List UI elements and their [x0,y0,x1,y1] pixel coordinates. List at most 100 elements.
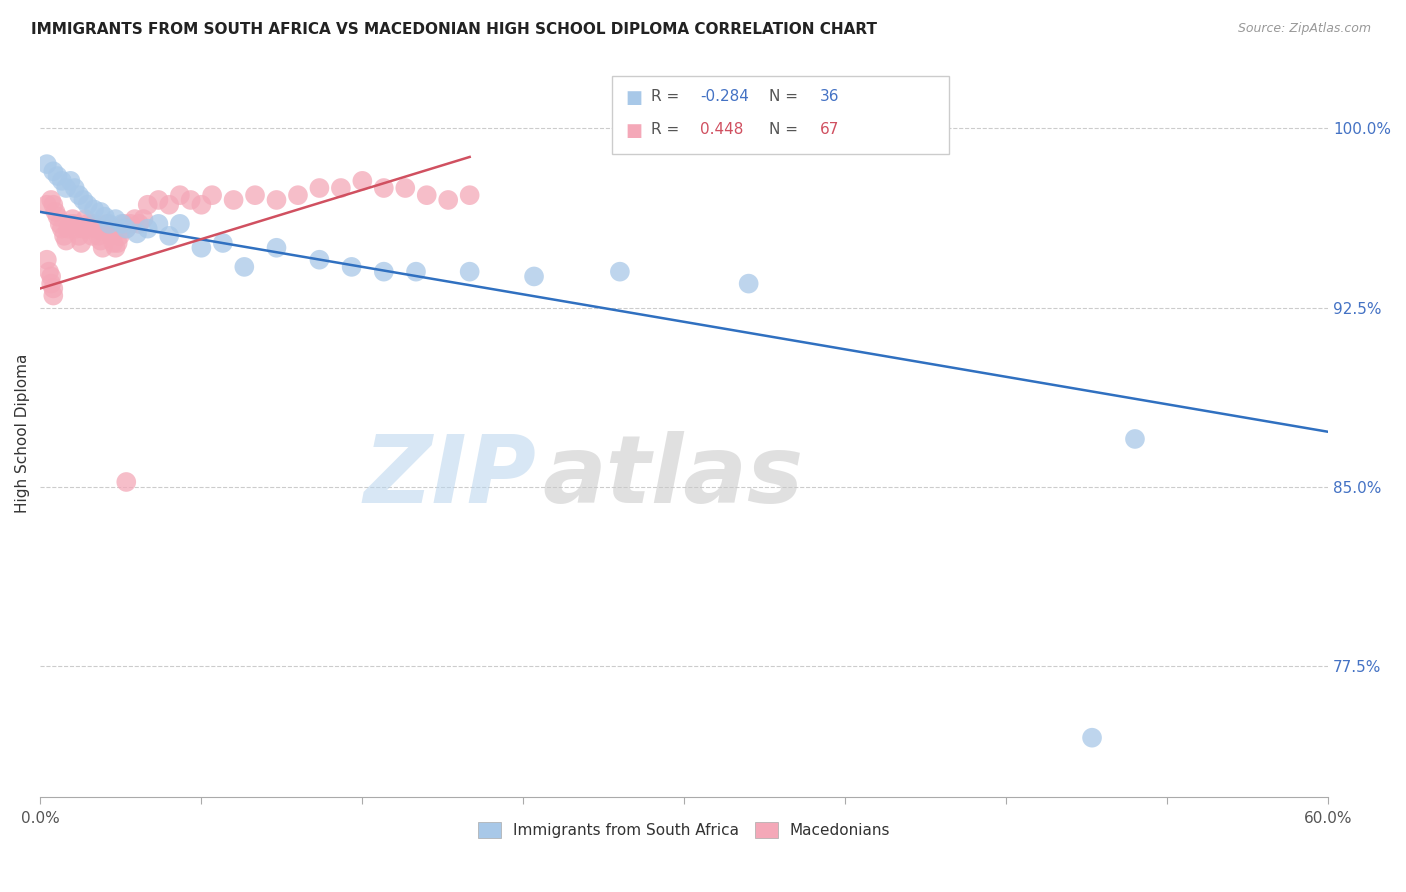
Point [103,235,125,250]
Point [63,217,86,231]
Text: N =: N = [769,89,803,104]
Point [190,241,212,255]
Point [42,288,65,302]
Point [523,269,546,284]
Point [98,217,121,231]
Point [55,234,77,248]
Point [115,475,138,489]
Point [180,193,202,207]
Point [42,198,65,212]
Text: 67: 67 [820,122,839,137]
Point [111,221,134,235]
Text: ZIP: ZIP [363,431,536,523]
Point [125,227,148,241]
Point [111,217,134,231]
Point [169,188,191,202]
Point [157,198,180,212]
Point [124,212,146,227]
Text: Source: ZipAtlas.com: Source: ZipAtlas.com [1237,22,1371,36]
Point [108,228,131,243]
Point [136,198,159,212]
Point [67,228,90,243]
Point [46,169,69,183]
Point [107,235,129,250]
Point [51,174,73,188]
Point [266,193,288,207]
Point [84,221,107,235]
Point [72,221,94,235]
Point [89,234,111,248]
Point [1081,731,1104,745]
Point [59,217,82,231]
Point [39,269,62,284]
Point [136,221,159,235]
Point [416,188,439,202]
Point [94,221,117,235]
Point [35,198,58,212]
Point [53,228,76,243]
Point [35,157,58,171]
Point [243,188,266,202]
Point [87,228,110,243]
Point [44,205,66,219]
Point [148,217,170,231]
Text: -0.284: -0.284 [700,89,749,104]
Point [70,235,93,250]
Point [308,252,330,267]
Point [98,221,121,235]
Point [233,260,256,274]
Point [201,188,224,202]
Point [373,265,395,279]
Point [1123,432,1146,446]
Point [373,181,395,195]
Point [79,221,101,235]
Point [55,181,77,195]
Point [169,217,191,231]
Point [72,193,94,207]
Point [352,174,374,188]
Point [35,252,58,267]
Point [115,221,138,235]
Point [609,265,631,279]
Text: N =: N = [769,122,803,137]
Point [96,217,118,231]
Point [308,181,330,195]
Point [42,281,65,295]
Point [100,228,122,243]
Point [39,193,62,207]
Point [112,217,135,231]
Point [340,260,363,274]
Point [190,198,212,212]
Point [76,198,98,212]
Point [120,217,142,231]
Point [83,202,105,217]
Point [287,188,309,202]
Point [115,221,138,235]
Point [58,221,80,235]
Point [48,217,70,231]
Point [46,210,69,224]
Point [737,277,759,291]
Point [80,228,103,243]
Point [222,193,245,207]
Point [94,210,117,224]
Point [458,188,481,202]
Point [75,212,97,227]
Point [405,265,427,279]
Point [63,181,86,195]
Point [59,174,82,188]
Point [42,164,65,178]
Point [128,217,150,231]
Point [83,217,105,231]
Point [51,221,73,235]
Point [38,265,60,279]
Point [104,212,127,227]
Y-axis label: High School Diploma: High School Diploma [15,353,30,513]
Point [132,212,155,227]
Text: ■: ■ [626,122,643,140]
Legend: Immigrants from South Africa, Macedonians: Immigrants from South Africa, Macedonian… [472,816,897,845]
Point [89,205,111,219]
Point [67,188,90,202]
Text: atlas: atlas [543,431,804,523]
Point [76,217,98,231]
